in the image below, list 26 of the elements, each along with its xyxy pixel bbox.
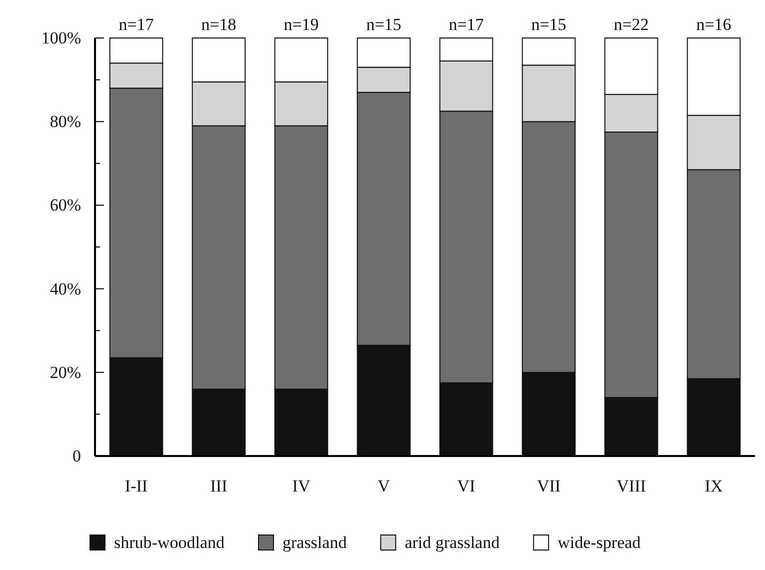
x-tick-label: IX [704, 476, 723, 496]
y-tick-label: 60% [50, 196, 81, 215]
y-tick-label: 100% [41, 28, 81, 48]
legend-label: arid grassland [404, 533, 500, 552]
x-tick-label: VII [536, 476, 561, 496]
y-tick-label: 20% [50, 362, 81, 382]
x-tick-label: III [210, 476, 228, 496]
y-tick-label: 80% [50, 112, 81, 132]
legend-label: grassland [282, 533, 348, 552]
annotation: n=15 [531, 15, 566, 34]
x-tick-label: VIII [616, 476, 646, 496]
annotation: n=17 [448, 15, 484, 34]
annotation: n=17 [118, 15, 154, 34]
annotation: n=15 [366, 15, 402, 34]
x-tick-label: VI [457, 476, 476, 496]
x-tick-label: V [378, 476, 391, 496]
annotation: n=19 [284, 15, 319, 34]
y-tick-label: 0 [72, 446, 81, 466]
legend-label: wide-spread [558, 533, 642, 552]
annotation: n=18 [201, 15, 236, 34]
annotation: n=16 [696, 15, 732, 34]
annotation: n=22 [614, 15, 649, 34]
y-tick-label: 40% [50, 279, 81, 298]
x-tick-label: IV [292, 476, 311, 496]
legend-label: shrub-woodland [114, 533, 225, 552]
x-tick-label: I-II [124, 476, 148, 496]
